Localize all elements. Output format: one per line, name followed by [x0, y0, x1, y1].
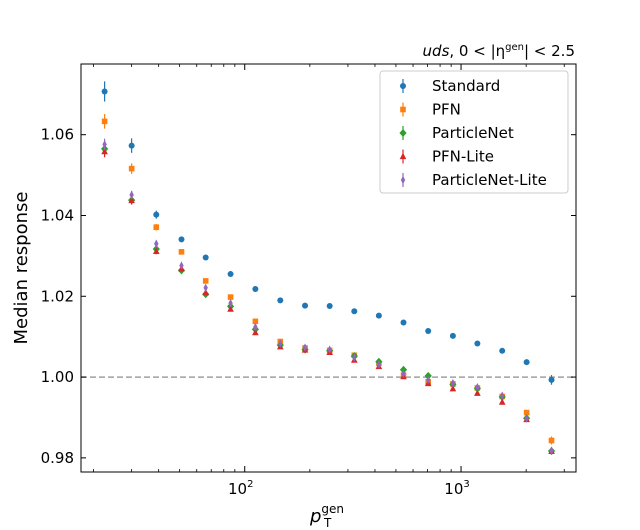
legend-label: PFN [432, 101, 461, 119]
corner-label-mid: , 0 < |η [449, 42, 505, 60]
legend-label: ParticleNet-Lite [432, 171, 547, 189]
data-point [101, 118, 108, 125]
legend-marker [399, 152, 407, 160]
data-point [474, 340, 481, 347]
series-standard [101, 81, 555, 385]
x-axis-title-sup: gen [321, 502, 344, 516]
legend: Standard PFN ParticleNet PFN-Lite ParticleNe… [379, 70, 569, 194]
data-point [101, 88, 108, 95]
data-point [129, 190, 134, 200]
data-point [178, 249, 185, 255]
data-point [400, 319, 407, 326]
legend-marker [400, 175, 406, 185]
data-point [154, 239, 159, 248]
corner-label-prefix: uds [423, 42, 450, 60]
legend-label: Standard [432, 77, 500, 95]
data-point [523, 359, 530, 366]
x-tick-label: 103 [444, 479, 469, 498]
x-axis-title-base: p [309, 506, 321, 527]
y-tick-label: 1.02 [41, 287, 74, 305]
data-point [500, 391, 505, 400]
data-point [302, 302, 309, 309]
data-point [277, 297, 284, 304]
y-tick-label: 1.04 [41, 206, 74, 224]
data-point [524, 414, 529, 423]
data-point [252, 286, 259, 293]
data-point [302, 343, 308, 352]
data-point [202, 288, 210, 296]
legend-label: ParticleNet [432, 124, 514, 142]
data-point [227, 294, 234, 300]
data-point [128, 165, 135, 172]
data-point [128, 196, 135, 204]
data-point [102, 140, 107, 149]
data-point [376, 360, 382, 369]
y-tick-label: 1.06 [41, 126, 74, 144]
data-point [548, 437, 555, 444]
data-point [401, 369, 406, 379]
x-axis-title-sub: T [323, 516, 332, 530]
data-point [548, 376, 555, 383]
data-point [450, 378, 456, 388]
data-point [425, 328, 432, 335]
data-point [179, 261, 184, 270]
data-point [228, 298, 233, 308]
y-axis-title: Median response [11, 192, 32, 345]
data-point [449, 384, 457, 392]
legend-box [379, 70, 569, 194]
corner-label-suffix: | < 2.5 [524, 42, 575, 60]
x-tick-label: 102 [228, 479, 253, 498]
data-point [326, 302, 333, 309]
legend-marker [399, 129, 407, 137]
data-point [523, 409, 530, 416]
data-point [227, 271, 234, 278]
x-axis-title: pgen T [309, 502, 344, 530]
data-point [252, 328, 259, 336]
axis-ticks: 0.98 1.00 1.02 1.04 1.06 102 103 [41, 64, 576, 498]
data-point [278, 339, 283, 348]
data-point [128, 142, 135, 149]
data-point [474, 389, 481, 396]
data-point [152, 247, 160, 255]
data-point [549, 446, 554, 455]
series-particlenet-lite [102, 138, 554, 455]
data-point [375, 312, 382, 319]
data-point [475, 382, 480, 392]
data-point [252, 318, 259, 325]
corner-label-sup: gen [505, 42, 524, 53]
data-point [327, 345, 332, 354]
data-point [178, 236, 185, 243]
y-tick-label: 1.00 [41, 368, 74, 386]
data-point [153, 224, 160, 230]
data-point [498, 398, 506, 405]
data-point [352, 353, 357, 362]
data-point [351, 308, 358, 315]
legend-marker [400, 83, 406, 89]
plot-area [81, 81, 576, 455]
data-point [449, 332, 456, 339]
data-point [426, 375, 431, 385]
data-point [202, 278, 209, 284]
legend-label: PFN-Lite [432, 148, 494, 166]
data-point [153, 211, 160, 218]
data-point [202, 254, 209, 261]
corner-label: uds, 0 < |ηgen| < 2.5 [423, 42, 575, 60]
data-point [253, 322, 258, 332]
data-point [227, 305, 234, 312]
data-point [499, 347, 506, 354]
data-point [203, 283, 208, 292]
axes-frame [80, 63, 577, 473]
legend-marker [400, 106, 406, 113]
y-tick-label: 0.98 [41, 449, 74, 467]
data-point [101, 147, 108, 155]
